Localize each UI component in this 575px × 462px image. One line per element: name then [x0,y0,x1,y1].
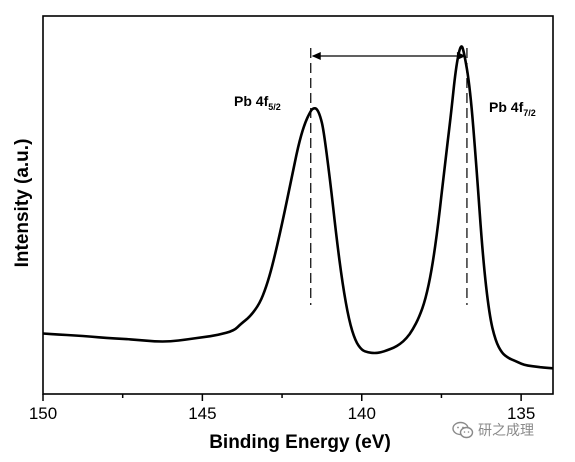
watermark: 研之成理 [452,420,534,440]
peak-label-4f52: Pb 4f5/2 [234,93,281,112]
wechat-icon [452,421,474,439]
x-axis-ticks [42,394,522,401]
y-axis-title: Intensity (a.u.) [12,139,33,268]
x-tick-label: 140 [348,404,376,423]
peak-label-4f52-main: Pb 4f [234,93,269,109]
peak-label-4f72-sub: 7/2 [523,108,536,118]
peak-label-4f72-main: Pb 4f [489,99,524,115]
plot-frame [42,15,554,395]
spectrum-line [42,45,554,370]
x-axis-tick-labels: 150 145 140 135 [29,404,536,423]
x-tick-label: 150 [29,404,57,423]
watermark-text: 研之成理 [478,423,534,439]
x-tick-label: 135 [507,404,535,423]
x-tick-label: 145 [188,404,216,423]
peak-label-4f72: Pb 4f7/2 [489,99,536,118]
plot-border [42,15,554,395]
x-axis-title: Binding Energy (eV) [209,432,391,453]
peak-label-4f52-sub: 5/2 [268,102,281,112]
spectrum-series [42,45,554,370]
double-arrow-left-head [311,52,321,60]
